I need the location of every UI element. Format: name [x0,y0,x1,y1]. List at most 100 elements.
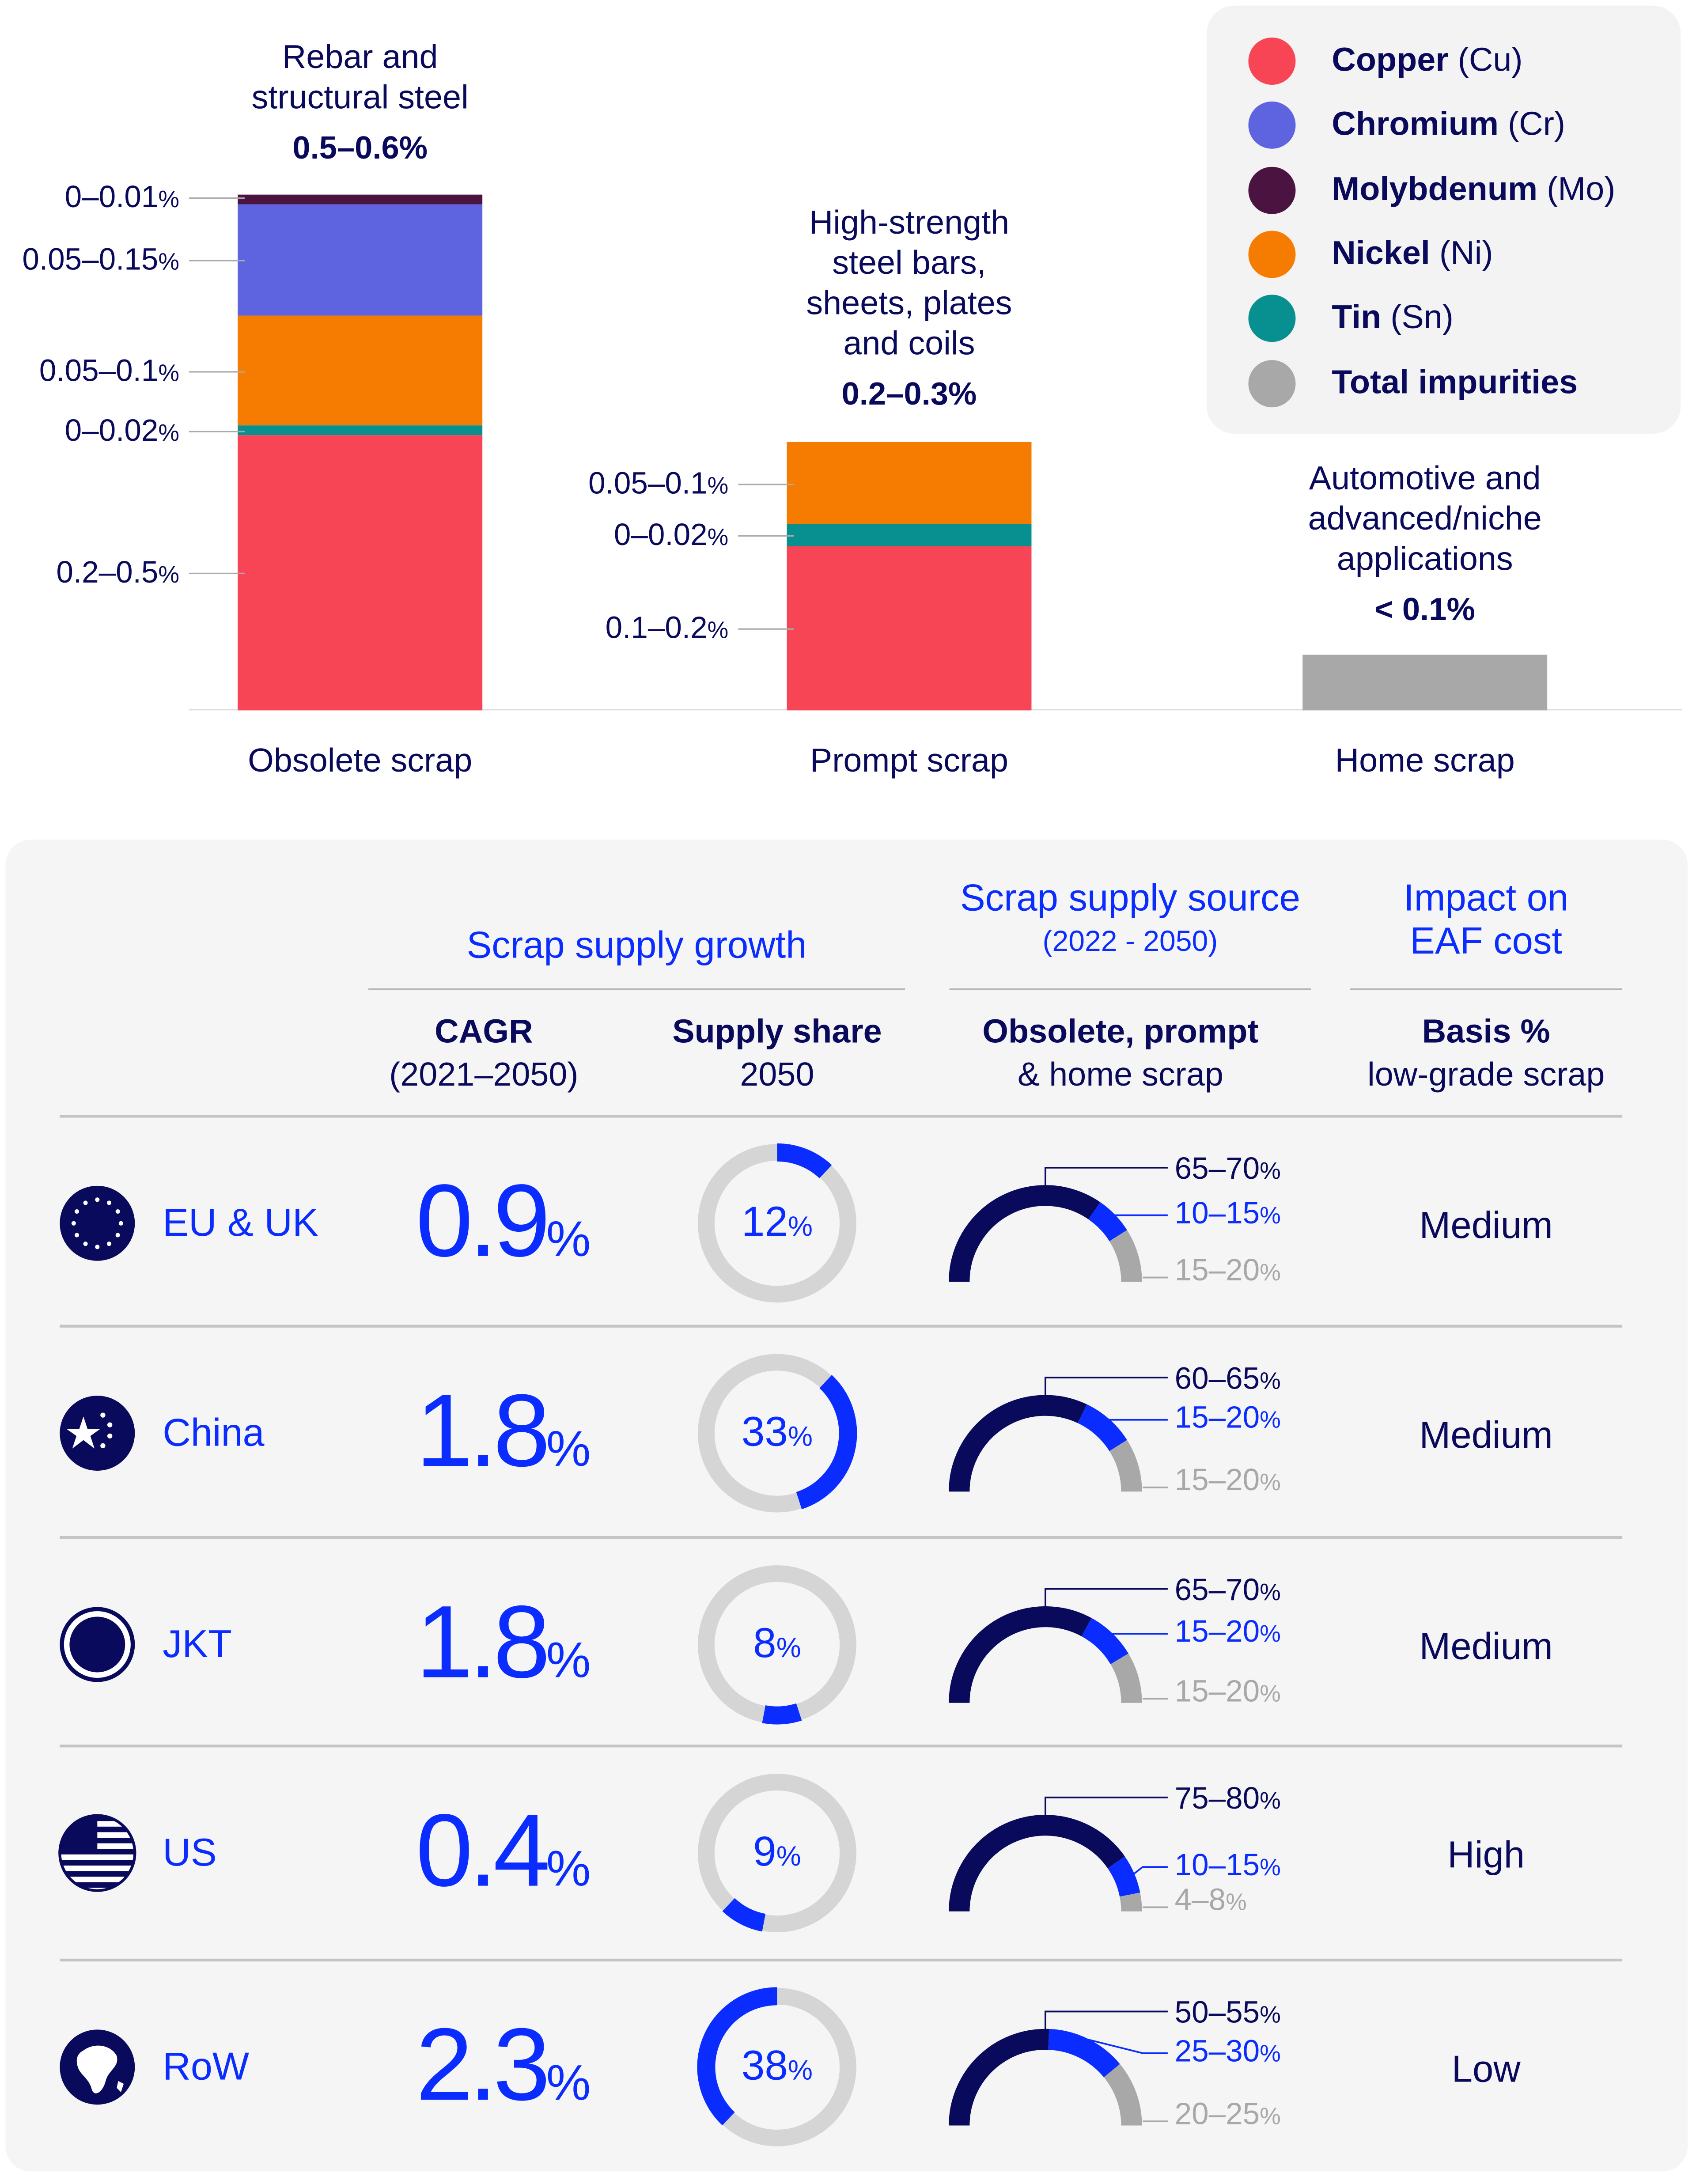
legend-swatch [1248,359,1296,407]
leader-obsolete [1045,1377,1168,1396]
region-name: US [163,1831,217,1874]
home-share: 15–20% [1174,1673,1281,1709]
legend-swatch [1248,166,1296,214]
cagr-value: 1.8% [416,1373,591,1488]
percent-sign: % [158,185,180,212]
mix-arc-prompt [1088,1202,1127,1242]
percent-sign: % [707,472,729,499]
percent-sign: % [546,2054,591,2111]
leader-obsolete [1045,1167,1168,1186]
supply-share-donut [694,1981,861,2153]
bar-title: Rebar and structural steel [252,38,469,118]
star [95,1197,100,1202]
row-divider [60,1115,1623,1118]
supply-share-donut [694,1137,861,1310]
segment-label: 0.1–0.2% [605,610,729,645]
donut-share-arc [697,1987,777,2126]
bar-segment-copper [238,435,483,711]
cagr-value: 0.9% [416,1162,591,1279]
percent-sign: % [1260,2002,1281,2029]
leader-line [189,572,245,574]
bar-title-line: Automotive and [1309,460,1541,498]
mix-arc-home [1109,1440,1142,1492]
mix-arc-obsolete [949,1815,1125,1912]
category-label: Home scrap [1335,742,1515,780]
supply-share-value: 38% [741,2043,813,2089]
percent-sign: % [1260,1621,1281,1648]
globe-icon [60,2029,135,2105]
bar-title-line: applications [1336,541,1513,579]
supply-share-donut [694,1347,861,1519]
prompt-share: 10–15% [1174,1847,1281,1882]
star [115,1209,120,1214]
prompt-share: 10–15% [1174,1196,1281,1231]
flag-disc [60,1396,135,1471]
legend-name: Chromium [1332,106,1499,144]
percent-sign: % [1260,1787,1281,1814]
prompt-share: 25–30% [1174,2033,1281,2069]
leader-line [738,535,794,537]
canton [60,1815,98,1853]
legend-symbol: (Cu) [1448,42,1523,79]
segment-label: 0.05–0.1% [39,352,180,387]
supply-share-value: 9% [753,1829,801,1875]
mix-arc-home [1109,1230,1142,1282]
flag-disc [60,1185,135,1261]
supply-share-value: 12% [741,1200,813,1246]
donut-share-arc [762,1703,802,1725]
mix-arc-prompt [1077,1404,1127,1452]
bar-segment-nickel [787,442,1032,524]
legend-item: Tin (Sn) [1248,295,1454,342]
flag-euuk [56,1181,139,1265]
subheader-supply-share: Supply share 2050 [672,1011,882,1097]
header-underline [368,988,905,990]
disc [69,1616,125,1673]
star [95,1245,100,1249]
scrap-mix-semidonut [934,1364,1185,1503]
leader-line [189,260,245,261]
row-divider [60,1958,1623,1962]
home-share: 15–20% [1174,1252,1281,1287]
percent-sign: % [546,1631,591,1688]
header-impact-eaf-cost: Impact on EAF cost [1404,877,1568,963]
legend-item: Copper (Cu) [1248,37,1523,85]
star [83,1200,88,1205]
subheader-line: 2050 [740,1056,814,1094]
obsolete-share: 75–80% [1174,1780,1281,1816]
leader-obsolete [1045,1588,1168,1607]
percent-sign: % [158,359,180,386]
header-period: (2022 - 2050) [1042,926,1218,958]
header-underline [1350,988,1623,990]
bar-title-line: steel bars, [832,244,986,282]
scrap-mix-semidonut [934,1154,1185,1293]
mix-arc-prompt [1081,1618,1128,1665]
segment-label: 0–0.02% [64,412,180,447]
percent-sign: % [787,2056,813,2087]
scrap-supply-table: Scrap supply growth Scrap supply source (2… [5,840,1688,2172]
legend-item: Molybdenum (Mo) [1248,166,1615,214]
stripe [60,1865,135,1871]
percent-sign: % [1260,1368,1281,1394]
header-text: EAF cost [1410,920,1563,962]
percent-sign: % [158,249,180,276]
subheader-line: & home scrap [1017,1056,1223,1094]
star [100,1412,106,1418]
impact-level: Medium [1419,1626,1553,1668]
star [107,1242,112,1246]
bar-segment-total-impurities [1302,655,1548,711]
legend-name: Molybdenum [1332,170,1538,208]
header-underline [949,988,1311,990]
percent-sign: % [707,617,729,644]
percent-sign: % [707,524,729,551]
stripe [60,1877,135,1882]
star [74,1209,80,1214]
percent-sign: % [546,1210,591,1267]
subheader-line: Obsolete, prompt [982,1013,1259,1051]
category-label: Prompt scrap [810,742,1009,780]
star [107,1422,113,1427]
subheader-line: CAGR [435,1013,533,1051]
mix-arc-obsolete [949,1395,1087,1492]
star [115,1233,120,1238]
obsolete-share: 65–70% [1174,1151,1281,1186]
legend-swatch [1248,37,1296,85]
